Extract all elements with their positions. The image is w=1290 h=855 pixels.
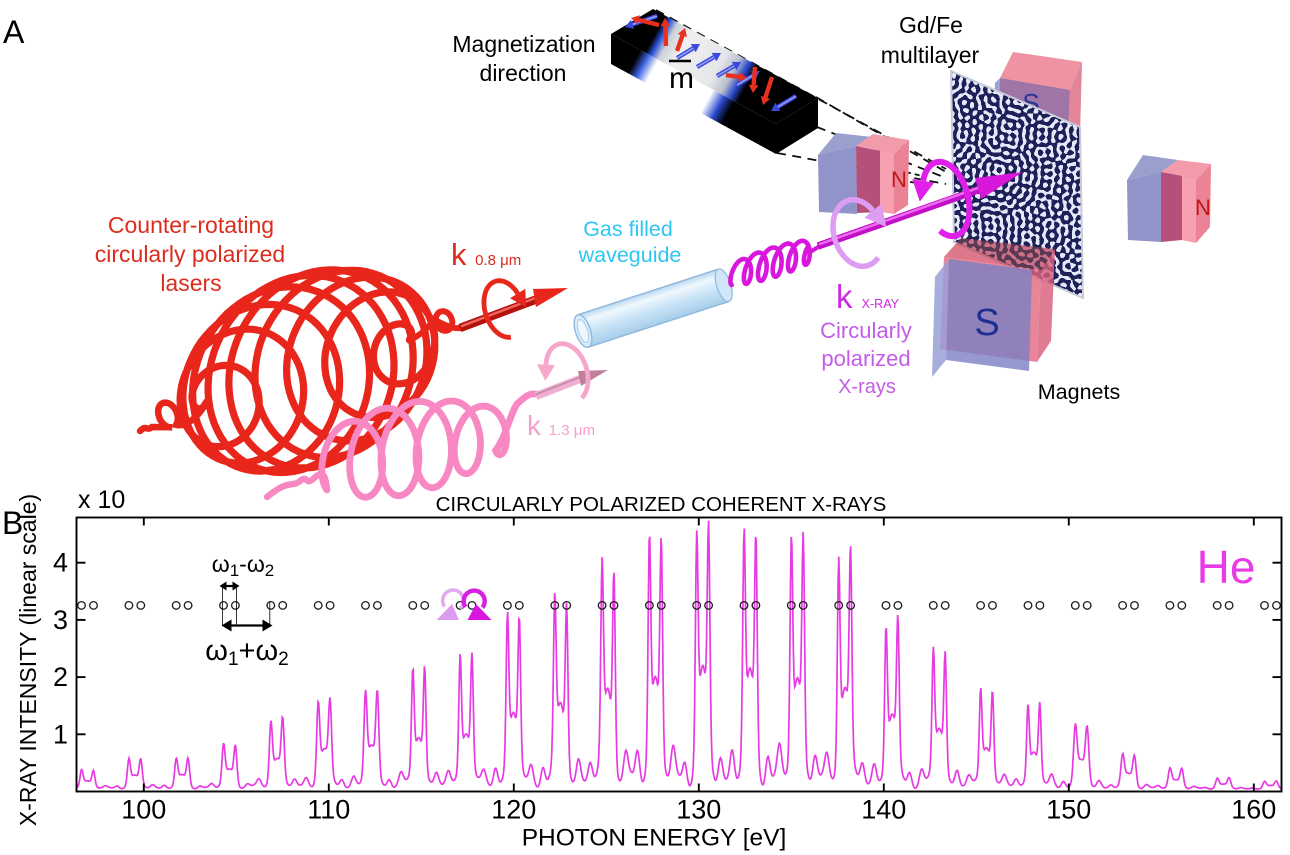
svg-text:CIRCULARLY POLARIZED COHERENT: CIRCULARLY POLARIZED COHERENT X-RAYS: [436, 493, 887, 516]
svg-text:130: 130: [676, 795, 721, 825]
svg-text:160: 160: [1231, 795, 1276, 825]
svg-text:3: 3: [53, 605, 68, 635]
svg-text:Gd/Fe: Gd/Fe: [899, 12, 963, 38]
svg-text:140: 140: [861, 795, 906, 825]
svg-text:2: 2: [53, 662, 68, 692]
svg-text:m: m: [669, 62, 694, 95]
svg-text:Gas filled: Gas filled: [583, 217, 673, 241]
svg-text:X-rays: X-rays: [838, 376, 896, 398]
svg-text:X-RAY INTENSITY (linear scale): X-RAY INTENSITY (linear scale): [15, 494, 41, 826]
svg-text:A: A: [3, 14, 25, 50]
svg-text:B: B: [2, 505, 23, 541]
svg-text:waveguide: waveguide: [578, 243, 682, 267]
svg-text:4: 4: [53, 548, 68, 578]
svg-text:N: N: [1195, 195, 1211, 220]
svg-text:direction: direction: [480, 60, 567, 86]
svg-text:Counter-rotating: Counter-rotating: [108, 212, 274, 238]
svg-text:1: 1: [53, 719, 68, 749]
svg-text:Circularly: Circularly: [820, 318, 912, 343]
svg-text:N: N: [891, 167, 907, 192]
svg-text:He: He: [1197, 541, 1256, 593]
svg-text:polarized: polarized: [821, 346, 910, 371]
svg-text:150: 150: [1046, 795, 1091, 825]
svg-text:PHOTON ENERGY [eV]: PHOTON ENERGY [eV]: [522, 825, 787, 852]
svg-text:lasers: lasers: [160, 270, 221, 296]
svg-text:circularly polarized: circularly polarized: [95, 241, 285, 267]
svg-text:110: 110: [307, 795, 350, 825]
svg-text:Magnetization: Magnetization: [452, 31, 595, 57]
svg-text:x 10: x 10: [78, 486, 125, 514]
svg-text:120: 120: [491, 795, 536, 825]
svg-text:Magnets: Magnets: [1038, 380, 1120, 404]
svg-text:multilayer: multilayer: [881, 42, 980, 68]
svg-text:ω1-ω2: ω1-ω2: [212, 551, 275, 580]
svg-text:S: S: [974, 302, 999, 344]
svg-text:ω1+ω2: ω1+ω2: [205, 635, 288, 670]
svg-text:100: 100: [121, 795, 166, 825]
